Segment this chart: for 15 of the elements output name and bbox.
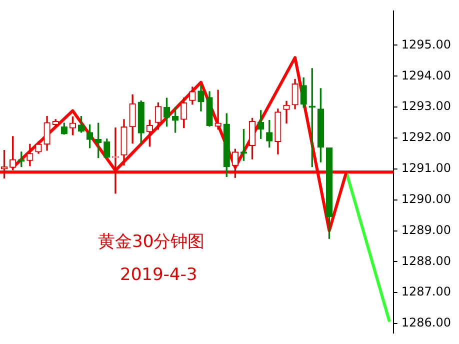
- y-tick-label: 1295.00: [401, 37, 451, 52]
- y-tick-label: 1293.00: [401, 99, 451, 114]
- y-tick-label: 1289.00: [401, 222, 451, 237]
- candlestick: [112, 127, 119, 194]
- annotation: 2019-4-3: [120, 265, 198, 285]
- y-tick-label: 1294.00: [401, 68, 451, 82]
- y-tick-label: 1292.00: [401, 130, 451, 144]
- candlestick: [283, 100, 290, 124]
- y-tick-label: 1290.00: [401, 192, 451, 206]
- y-tick-label: 1286.00: [401, 316, 451, 330]
- y-tick-label: 1288.00: [401, 254, 451, 268]
- y-tick-label: 1287.00: [401, 284, 451, 299]
- candlestick: [214, 90, 222, 130]
- annotation: 黄金30分钟图: [98, 231, 205, 253]
- y-tick-label: 1291.00: [401, 161, 451, 176]
